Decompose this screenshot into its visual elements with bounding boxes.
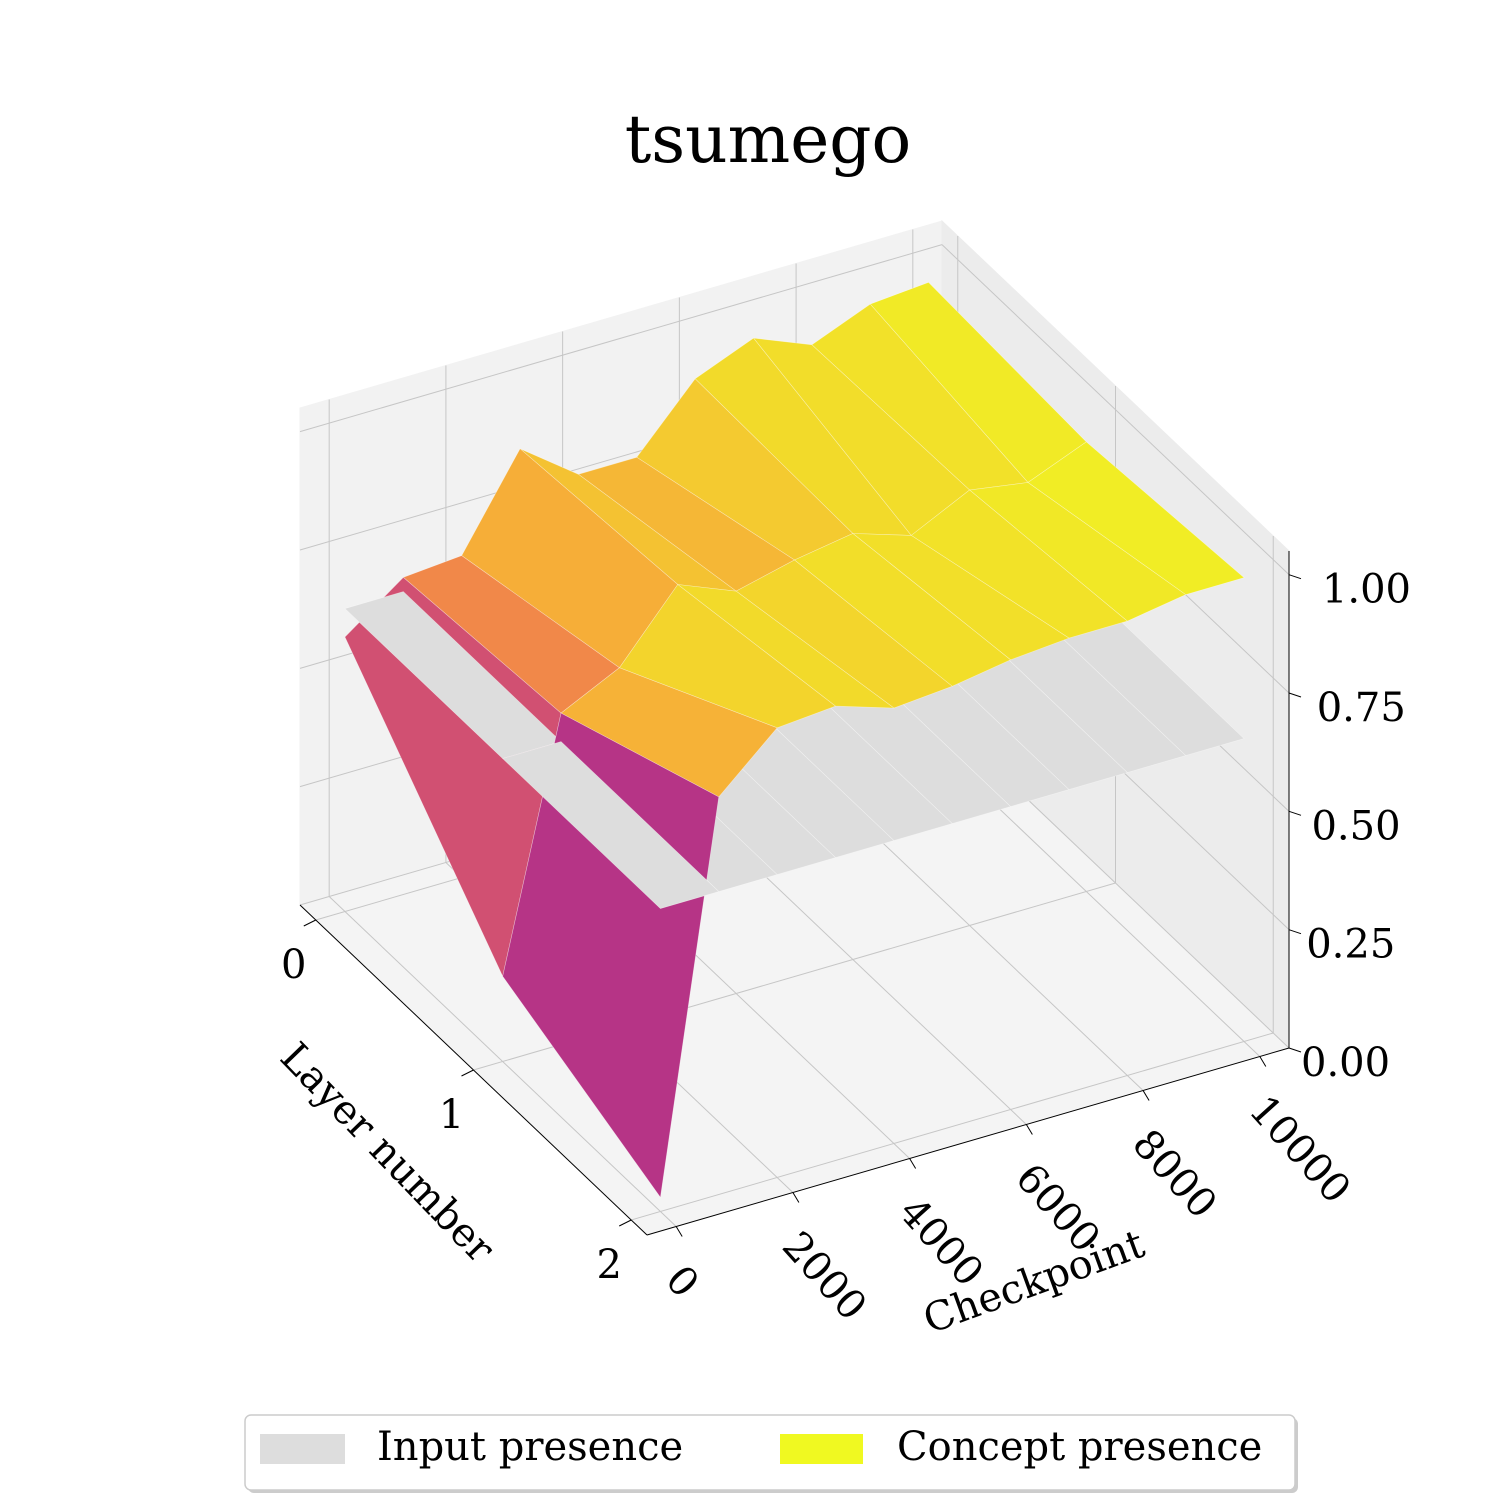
legend-box: [244, 1414, 1296, 1491]
tick-mark: [303, 919, 316, 927]
grid-line: [631, 1032, 1274, 1221]
legend-swatch: [260, 1434, 345, 1464]
input-plane: [502, 741, 720, 909]
tick-mark: [1025, 1124, 1033, 1135]
grid-line: [941, 244, 1290, 576]
chart-title: tsumego: [625, 101, 912, 178]
x-tick-label: 10000: [1240, 1087, 1359, 1212]
tick-mark: [675, 1226, 683, 1237]
tick-mark: [1288, 692, 1302, 698]
tick-mark: [1288, 929, 1302, 935]
grid-line: [299, 244, 943, 433]
x-tick-label: 2000: [773, 1223, 875, 1329]
surface-facet: [1027, 441, 1245, 595]
z-tick-label: 0.75: [1317, 685, 1406, 731]
tick-mark: [909, 1158, 917, 1169]
x-tick-label: 8000: [1123, 1121, 1225, 1227]
x-axis-line: [646, 1047, 1290, 1236]
y-tick-label: 2: [597, 1242, 622, 1288]
z-tick-label: 0.00: [1301, 1040, 1390, 1086]
legend-label: Input presence: [377, 1424, 683, 1470]
tick-mark: [1288, 810, 1302, 816]
surface-facet: [910, 489, 1128, 639]
z-tick-label: 1.00: [1322, 567, 1411, 613]
y-axis-label: Layer number: [271, 1034, 504, 1273]
legend-label: Concept presence: [897, 1424, 1262, 1470]
y-axis-line: [299, 904, 648, 1236]
legend: Input presence Concept presence: [244, 1414, 1298, 1493]
surface-facet: [502, 712, 720, 1199]
surface-facet: [735, 559, 953, 709]
tick-mark: [1288, 1047, 1302, 1053]
z-tick-label: 0.25: [1306, 922, 1395, 968]
legend-swatch: [780, 1434, 863, 1464]
tick-mark: [1259, 1056, 1267, 1067]
x-tick-label: 0: [656, 1257, 707, 1307]
surface-facet: [560, 667, 778, 798]
z-tick-label: 0.50: [1311, 803, 1400, 849]
surface-facet: [676, 584, 895, 709]
y-tick-label: 1: [439, 1092, 464, 1138]
y-tick-label: 0: [281, 942, 306, 988]
tick-mark: [1288, 574, 1302, 580]
tick-mark: [792, 1192, 800, 1203]
tick-mark: [619, 1219, 632, 1227]
tick-mark: [461, 1069, 474, 1077]
tick-mark: [1142, 1090, 1150, 1101]
